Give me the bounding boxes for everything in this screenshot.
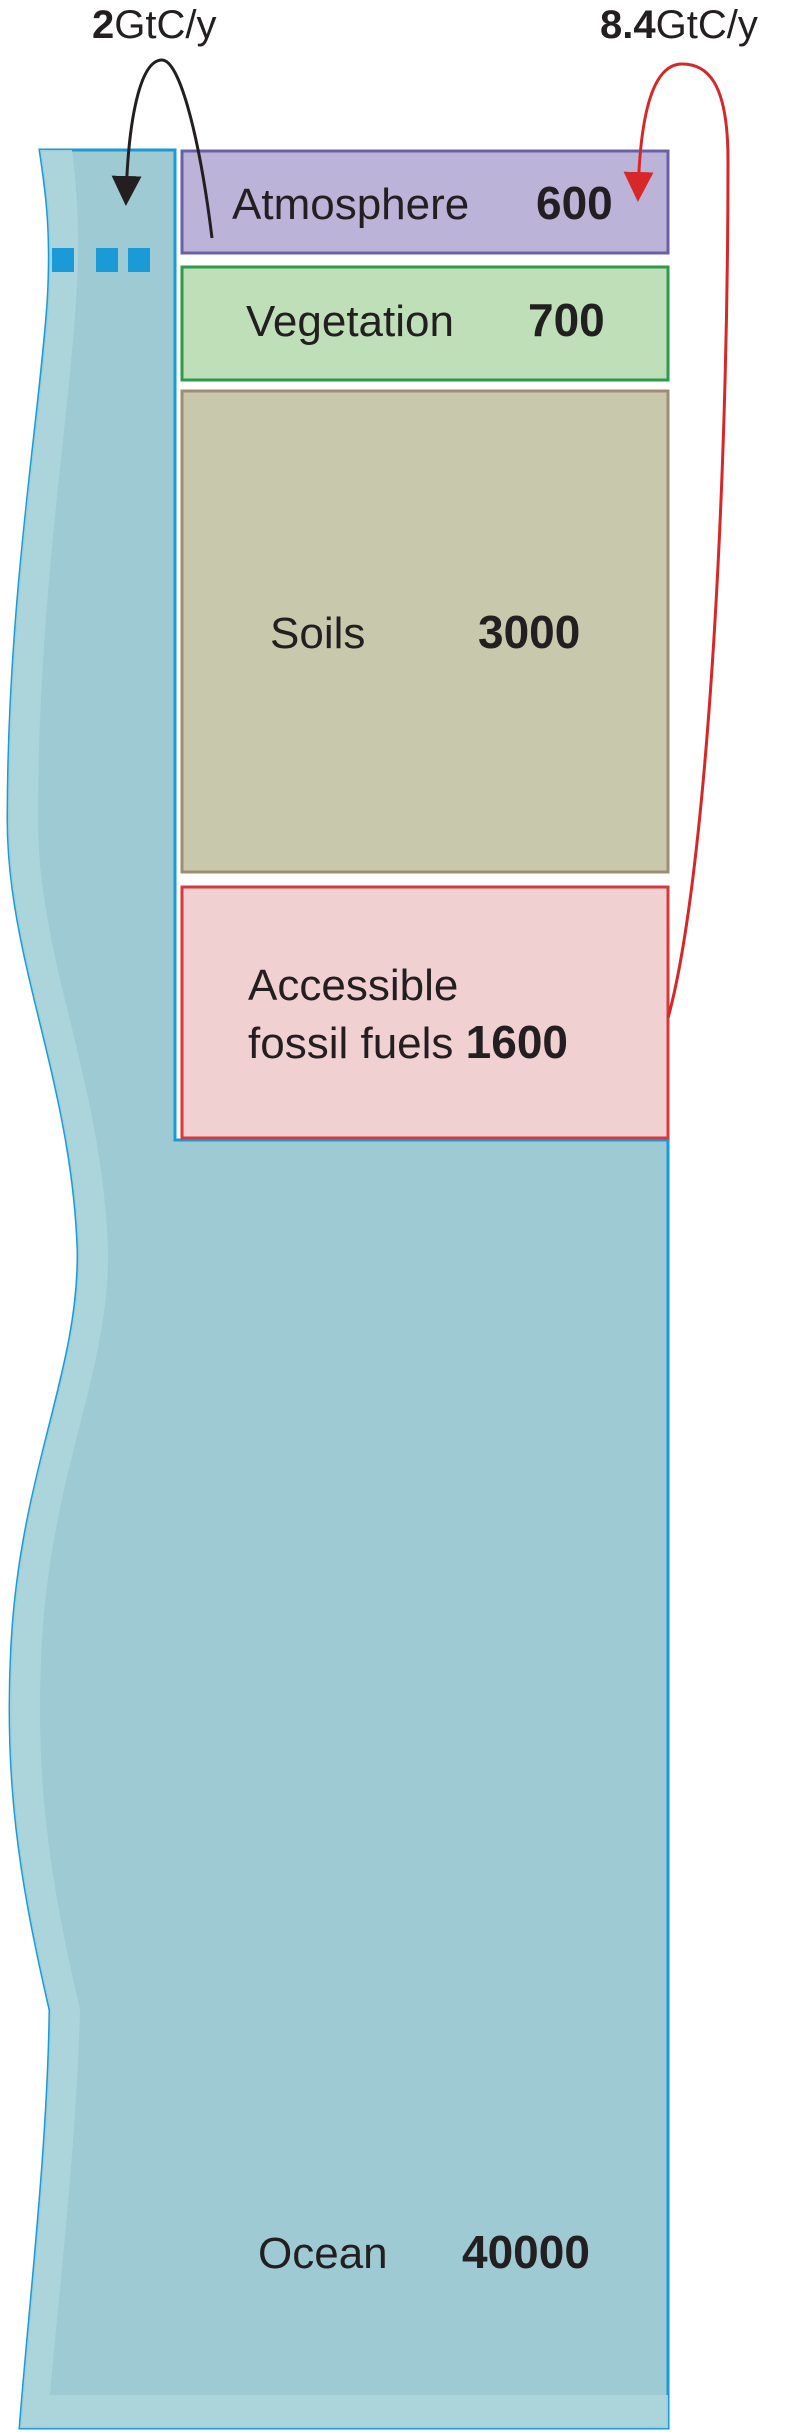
fossil-emission-flow-label: 8.4GtC/y — [600, 3, 758, 47]
atmosphere-reservoir: Atmosphere 600 — [180, 149, 670, 255]
vegetation-reservoir: Vegetation 700 — [180, 265, 670, 382]
vegetation-value: 700 — [528, 294, 605, 346]
ocean-label: Ocean — [258, 2229, 388, 2278]
ocean-shape — [6, 148, 670, 2430]
fossil-emission-flow-unit: GtC/y — [656, 3, 758, 47]
vegetation-label: Vegetation — [246, 297, 454, 346]
ocean-uptake-flow-label: 2GtC/y — [92, 3, 216, 47]
ocean-uptake-flow-value: 2 — [92, 3, 114, 47]
fossil-fuels-box — [180, 885, 670, 1140]
vegetation-box — [180, 265, 670, 382]
ocean-reservoir: Ocean 40000 — [6, 148, 670, 2430]
fossil-fuels-reservoir: Accessible fossil fuels 1600 — [180, 885, 670, 1140]
fossil-emission-arrow — [623, 62, 730, 1019]
atmosphere-box — [180, 149, 670, 255]
atmosphere-label: Atmosphere — [232, 180, 469, 229]
fossil-emission-flow-value: 8.4 — [600, 3, 656, 47]
ocean-uptake-flow: 2GtC/y — [92, 3, 216, 239]
ocean-dash — [52, 248, 74, 272]
ocean-uptake-arrow — [111, 58, 214, 239]
ocean-uptake-flow-unit: GtC/y — [114, 3, 216, 47]
soils-box — [180, 389, 670, 874]
fossil-fuels-value: 1600 — [466, 1016, 568, 1068]
ocean-dash — [128, 248, 150, 272]
soils-reservoir: Soils 3000 — [180, 389, 670, 874]
fossil-fuels-label-line2-text: fossil fuels — [248, 1019, 453, 1068]
fossil-emission-flow: 8.4GtC/y — [600, 3, 758, 1019]
fossil-fuels-label-line1: Accessible — [248, 961, 458, 1010]
soils-value: 3000 — [478, 606, 580, 658]
soils-label: Soils — [270, 609, 365, 658]
ocean-dash — [96, 248, 118, 272]
ocean-value: 40000 — [462, 2226, 590, 2278]
fossil-fuels-label-line2: fossil fuels 1600 — [248, 1016, 568, 1068]
atmosphere-value: 600 — [536, 177, 613, 229]
